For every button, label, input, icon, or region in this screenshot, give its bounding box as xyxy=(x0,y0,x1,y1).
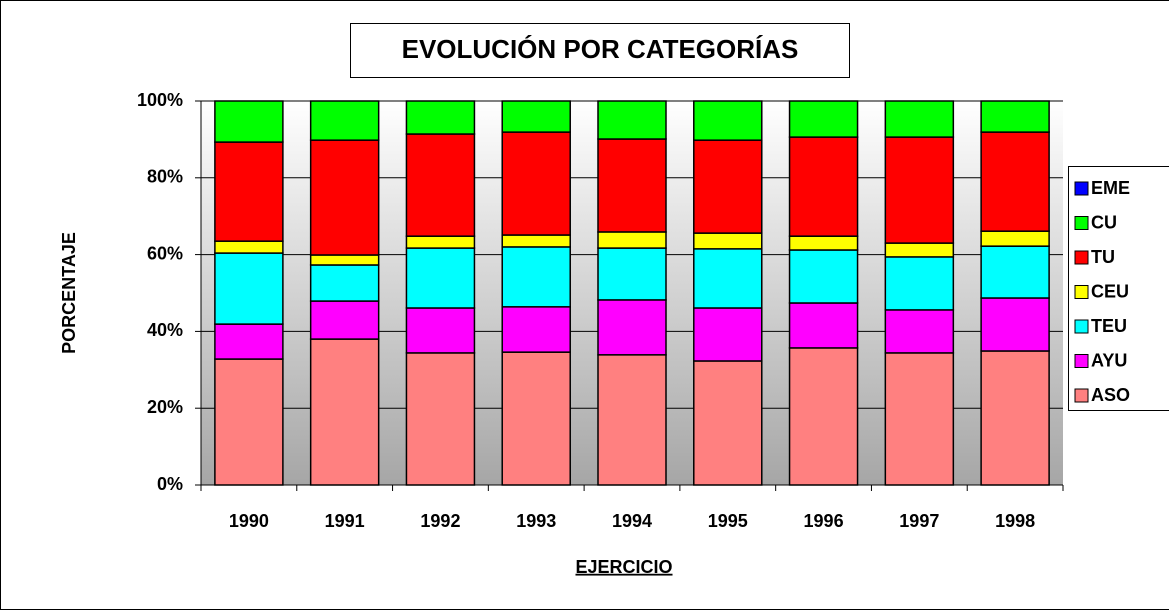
bar-segment xyxy=(980,297,1050,352)
bar-segment xyxy=(597,299,667,356)
bar-segment xyxy=(597,247,667,301)
bar-segment xyxy=(597,138,667,233)
legend-swatch xyxy=(1074,354,1089,368)
bar-segment xyxy=(980,245,1050,299)
x-axis-title: EJERCICIO xyxy=(575,557,672,577)
legend-label: TEU xyxy=(1091,316,1127,336)
bar-segment xyxy=(214,240,284,254)
bar-segment xyxy=(501,234,571,248)
bar-segment xyxy=(597,354,667,486)
bar-segment xyxy=(405,133,476,237)
legend-label: ASO xyxy=(1091,385,1130,405)
legend-swatch xyxy=(1074,250,1089,265)
bar-segment xyxy=(597,100,667,140)
bar-segment xyxy=(788,100,859,138)
bar-segment xyxy=(501,351,571,486)
bar-segment xyxy=(980,350,1050,486)
legend-swatch xyxy=(1074,319,1089,334)
legend-label: CEU xyxy=(1091,281,1129,301)
bar-segment xyxy=(501,131,571,236)
bar-segment xyxy=(309,139,380,256)
x-tick-label: 1994 xyxy=(612,511,652,531)
bar-segment xyxy=(884,352,955,486)
bar-segment xyxy=(214,252,284,325)
bar-segment xyxy=(405,307,476,354)
bar-segment xyxy=(405,247,476,309)
bar-segment xyxy=(405,235,476,249)
y-tick-label: 100% xyxy=(137,90,183,110)
y-tick-label: 0% xyxy=(157,474,183,494)
bar-segment xyxy=(501,100,571,133)
bar-segment xyxy=(501,306,571,353)
bar-segment xyxy=(884,256,955,311)
bar-segment xyxy=(788,302,859,349)
legend-label: TU xyxy=(1091,247,1115,267)
bar-segment xyxy=(980,230,1050,247)
legend-label: EME xyxy=(1091,178,1130,198)
x-tick-label: 1998 xyxy=(995,511,1035,531)
bar-segment xyxy=(309,100,380,141)
bar-segment xyxy=(788,235,859,251)
x-tick-label: 1993 xyxy=(516,511,556,531)
x-tick-label: 1996 xyxy=(804,511,844,531)
legend-label: AYU xyxy=(1091,350,1127,370)
bar-segment xyxy=(405,100,476,135)
x-tick-label: 1992 xyxy=(420,511,460,531)
x-tick-label: 1997 xyxy=(899,511,939,531)
bar-segment xyxy=(214,141,284,242)
bar-segment xyxy=(884,100,955,138)
bar-segment xyxy=(693,100,763,141)
legend-swatch xyxy=(1074,285,1089,299)
bar-segment xyxy=(501,246,571,308)
bar-segment xyxy=(884,242,955,258)
bar-segment xyxy=(309,338,380,486)
y-tick-label: 80% xyxy=(147,167,183,187)
y-axis-title: PORCENTAJE xyxy=(59,232,79,354)
bar-segment xyxy=(597,231,667,249)
x-tick-label: 1991 xyxy=(325,511,365,531)
bar-segment xyxy=(693,360,763,486)
legend-label: CU xyxy=(1091,212,1117,232)
bar-segment xyxy=(405,352,476,486)
bar-segment xyxy=(214,358,284,486)
bar-segment xyxy=(309,254,380,266)
y-tick-label: 60% xyxy=(147,243,183,263)
bar-segment xyxy=(788,249,859,304)
legend-swatch xyxy=(1074,181,1089,196)
bar-segment xyxy=(693,232,763,250)
bar-segment xyxy=(884,309,955,354)
bar-segment xyxy=(980,131,1050,232)
bar-segment xyxy=(309,264,380,302)
title-box xyxy=(350,23,850,78)
y-tick-label: 40% xyxy=(147,320,183,340)
x-tick-label: 1995 xyxy=(708,511,748,531)
chart-title: EVOLUCIÓN POR CATEGORÍAS xyxy=(402,34,799,64)
bar-segment xyxy=(693,307,763,362)
bar-segment xyxy=(980,100,1050,133)
x-tick-label: 1990 xyxy=(229,511,269,531)
bar-segment xyxy=(788,136,859,237)
y-tick-label: 20% xyxy=(147,397,183,417)
bar-segment xyxy=(884,136,955,244)
bar-segment xyxy=(693,248,763,309)
bar-segment xyxy=(309,300,380,340)
bar-segment xyxy=(693,139,763,234)
bar-segment xyxy=(788,347,859,486)
bar-segment xyxy=(214,100,284,143)
legend-swatch xyxy=(1074,388,1089,403)
legend-swatch xyxy=(1074,216,1089,230)
bar-segment xyxy=(214,323,284,360)
